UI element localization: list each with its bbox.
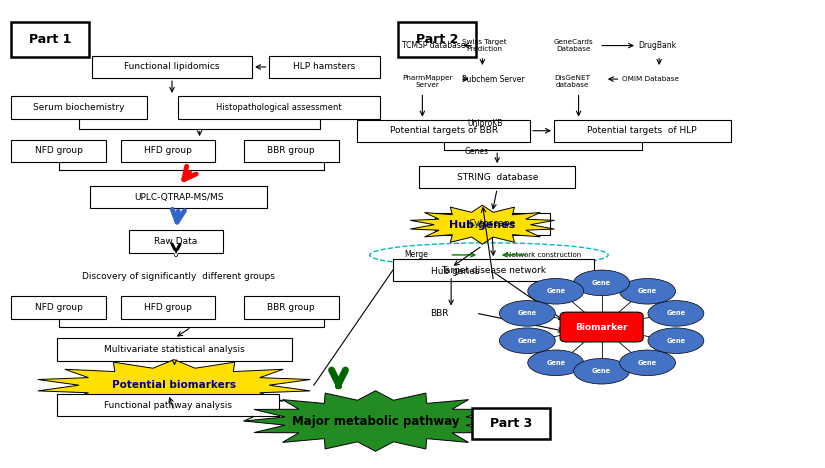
Ellipse shape [573, 358, 629, 384]
Ellipse shape [648, 328, 704, 353]
Text: BBR: BBR [431, 308, 449, 318]
Text: Gene: Gene [667, 310, 686, 316]
Text: Potential biomarkers: Potential biomarkers [112, 380, 236, 390]
Text: UniproKB: UniproKB [467, 119, 502, 128]
Ellipse shape [499, 300, 555, 326]
Text: DrugBank: DrugBank [639, 41, 676, 50]
Polygon shape [244, 391, 507, 451]
Text: NFD group: NFD group [35, 303, 82, 312]
FancyBboxPatch shape [560, 312, 644, 342]
Text: Gene: Gene [592, 280, 611, 286]
Text: Gene: Gene [638, 288, 657, 294]
Text: Merge: Merge [405, 250, 428, 259]
Text: Gene: Gene [592, 368, 611, 374]
Text: Hub genes: Hub genes [431, 267, 479, 276]
FancyBboxPatch shape [244, 296, 338, 319]
Text: OMIM Database: OMIM Database [622, 76, 679, 82]
Text: Gene: Gene [518, 310, 537, 316]
Text: Gene: Gene [546, 360, 565, 366]
Ellipse shape [620, 350, 676, 376]
FancyBboxPatch shape [554, 119, 731, 142]
Ellipse shape [528, 350, 583, 376]
Text: Histopathological assessment: Histopathological assessment [216, 103, 342, 112]
Ellipse shape [528, 278, 583, 304]
Text: HFD group: HFD group [144, 146, 192, 155]
Text: Multivariate statistical analysis: Multivariate statistical analysis [104, 345, 245, 354]
Text: Swiss Target
Prediction: Swiss Target Prediction [462, 39, 507, 52]
Text: Gene: Gene [638, 360, 657, 366]
Text: DisGeNET
database: DisGeNET database [554, 75, 590, 88]
Text: Functional lipidomics: Functional lipidomics [125, 63, 219, 72]
Text: UPLC-QTRAP-MS/MS: UPLC-QTRAP-MS/MS [134, 193, 224, 202]
FancyBboxPatch shape [57, 394, 280, 417]
Text: Part 1: Part 1 [29, 33, 72, 46]
Text: Biomarker: Biomarker [575, 322, 628, 331]
Polygon shape [38, 359, 310, 411]
FancyBboxPatch shape [12, 139, 106, 162]
Text: TCMSP database: TCMSP database [402, 41, 465, 50]
FancyBboxPatch shape [92, 56, 252, 78]
Polygon shape [410, 205, 554, 244]
Text: Serum biochemistry: Serum biochemistry [33, 103, 125, 112]
Text: Network construction: Network construction [507, 252, 582, 258]
Text: NFD group: NFD group [35, 146, 82, 155]
Text: Part 3: Part 3 [489, 417, 532, 430]
FancyBboxPatch shape [120, 296, 215, 319]
FancyBboxPatch shape [12, 96, 147, 118]
FancyBboxPatch shape [12, 296, 106, 319]
Text: PharmMapper
Server: PharmMapper Server [402, 75, 452, 88]
Text: Gene: Gene [546, 288, 565, 294]
Ellipse shape [620, 278, 676, 304]
FancyBboxPatch shape [419, 166, 575, 189]
Text: Functional pathway analysis: Functional pathway analysis [104, 401, 233, 410]
FancyBboxPatch shape [398, 22, 476, 57]
FancyBboxPatch shape [472, 409, 549, 439]
Text: Genes: Genes [464, 146, 488, 156]
Text: Target disease network: Target disease network [441, 266, 546, 275]
Text: HLP hamsters: HLP hamsters [293, 63, 356, 72]
Text: Gene: Gene [518, 338, 537, 344]
FancyBboxPatch shape [178, 96, 380, 118]
Text: BBR group: BBR group [267, 303, 315, 312]
FancyBboxPatch shape [90, 186, 267, 208]
FancyBboxPatch shape [12, 22, 89, 57]
Text: Hub genes: Hub genes [450, 219, 516, 230]
Text: STRING  database: STRING database [456, 173, 538, 182]
FancyBboxPatch shape [57, 338, 291, 360]
Ellipse shape [648, 300, 704, 326]
Text: Potential targets  of HLP: Potential targets of HLP [587, 126, 697, 135]
FancyBboxPatch shape [269, 56, 380, 78]
Text: Cytoscape: Cytoscape [469, 219, 516, 228]
Text: HFD group: HFD group [144, 303, 192, 312]
FancyBboxPatch shape [435, 212, 549, 235]
Text: Gene: Gene [667, 338, 686, 344]
Text: GeneCards
Database: GeneCards Database [554, 39, 594, 52]
Ellipse shape [499, 328, 555, 353]
Text: Raw Data: Raw Data [154, 237, 198, 246]
Text: Major metabolic pathway: Major metabolic pathway [292, 415, 460, 428]
FancyBboxPatch shape [120, 139, 215, 162]
Text: Part 2: Part 2 [416, 33, 458, 46]
Text: Potential targets of BBR: Potential targets of BBR [389, 126, 497, 135]
FancyBboxPatch shape [244, 139, 338, 162]
FancyBboxPatch shape [393, 259, 594, 281]
Text: Pubchem Server: Pubchem Server [462, 74, 525, 84]
FancyBboxPatch shape [357, 119, 530, 142]
FancyBboxPatch shape [129, 230, 224, 253]
Text: BBR group: BBR group [267, 146, 315, 155]
Text: Discovery of significantly  different groups: Discovery of significantly different gro… [82, 272, 275, 281]
Ellipse shape [573, 270, 629, 296]
